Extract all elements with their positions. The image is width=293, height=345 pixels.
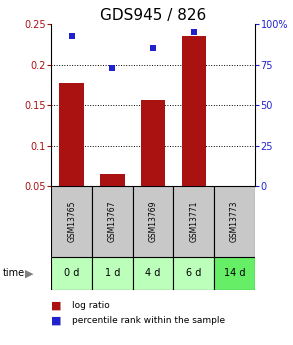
Text: ■: ■: [51, 316, 62, 326]
Bar: [214, 186, 255, 257]
Bar: [173, 186, 214, 257]
Bar: [214, 257, 255, 290]
Bar: [92, 186, 133, 257]
Bar: [59, 82, 84, 186]
Text: GSM13771: GSM13771: [189, 201, 198, 242]
Text: time: time: [3, 268, 25, 278]
Text: GSM13765: GSM13765: [67, 201, 76, 243]
Bar: [133, 257, 173, 290]
Bar: [51, 257, 92, 290]
Bar: [133, 186, 173, 257]
Bar: [100, 174, 125, 186]
Text: percentile rank within the sample: percentile rank within the sample: [72, 316, 225, 325]
Text: GSM13773: GSM13773: [230, 201, 239, 243]
Text: 1 d: 1 d: [105, 268, 120, 278]
Text: log ratio: log ratio: [72, 301, 110, 310]
Text: ▶: ▶: [25, 268, 34, 278]
Text: 14 d: 14 d: [224, 268, 245, 278]
Text: ■: ■: [51, 300, 62, 310]
Text: GSM13767: GSM13767: [108, 201, 117, 243]
Title: GDS945 / 826: GDS945 / 826: [100, 8, 206, 23]
Bar: [173, 257, 214, 290]
Text: GSM13769: GSM13769: [149, 201, 158, 243]
Text: 4 d: 4 d: [145, 268, 161, 278]
Bar: [92, 257, 133, 290]
Bar: [141, 100, 165, 186]
Bar: [182, 36, 206, 186]
Bar: [51, 186, 92, 257]
Text: 0 d: 0 d: [64, 268, 79, 278]
Text: 6 d: 6 d: [186, 268, 202, 278]
